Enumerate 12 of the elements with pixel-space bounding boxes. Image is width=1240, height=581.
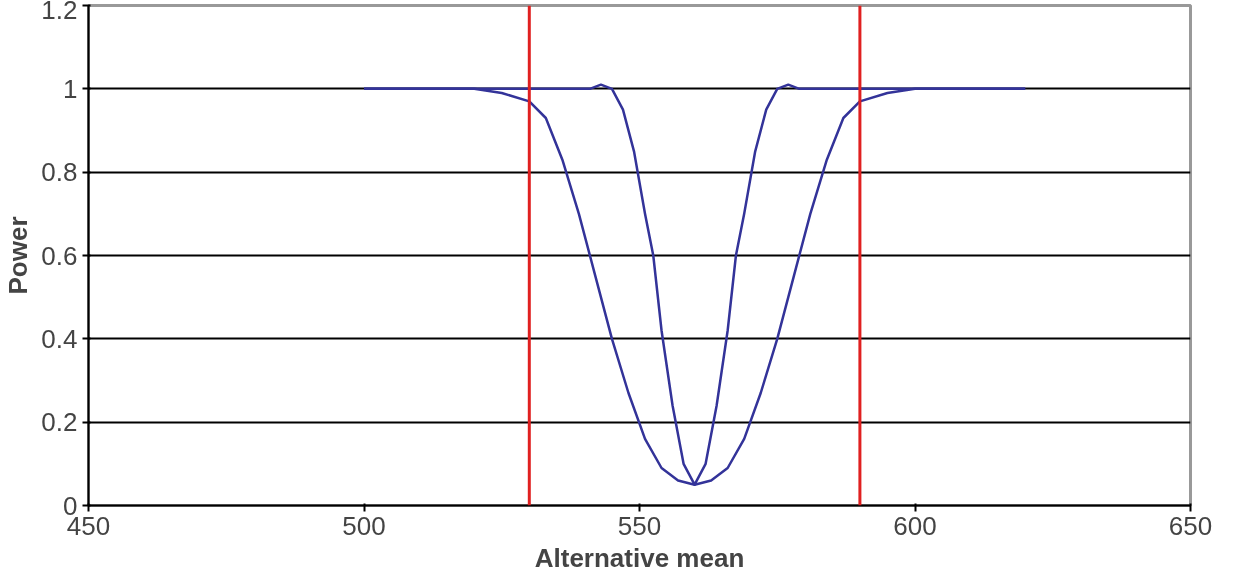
y-tick-label: 0.8 <box>41 157 78 188</box>
y-tick-label: 0.4 <box>41 323 78 354</box>
y-tick-label: 0.6 <box>41 240 78 271</box>
y-tick-label: 1.2 <box>41 0 78 25</box>
x-axis-title: Alternative mean <box>534 542 745 573</box>
y-tick-label: 0.2 <box>41 407 78 438</box>
x-tick-label: 550 <box>617 510 662 541</box>
y-axis-title: Power <box>3 216 34 295</box>
x-tick-label: 650 <box>1168 510 1213 541</box>
x-tick-label: 500 <box>342 510 386 541</box>
y-tick-label: 1 <box>63 73 78 104</box>
x-tick-label: 600 <box>893 510 937 541</box>
